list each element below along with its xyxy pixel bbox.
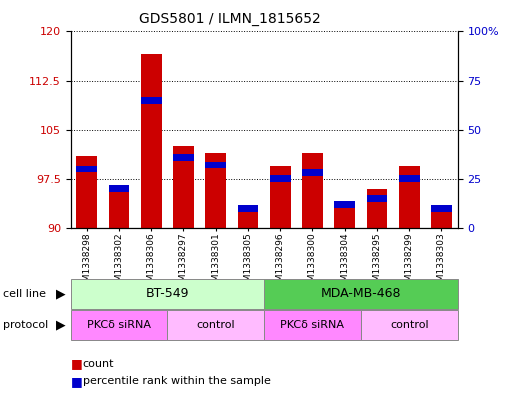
- Text: MDA-MB-468: MDA-MB-468: [321, 287, 401, 300]
- Bar: [76, 156, 97, 228]
- Bar: [302, 169, 323, 176]
- Bar: [108, 185, 130, 228]
- Bar: [205, 162, 226, 169]
- Bar: [367, 189, 388, 228]
- Bar: [367, 195, 388, 202]
- Bar: [76, 165, 97, 173]
- Bar: [302, 152, 323, 228]
- Bar: [431, 205, 452, 212]
- Bar: [167, 310, 264, 340]
- Bar: [264, 279, 458, 309]
- Text: ■: ■: [71, 375, 82, 388]
- Bar: [141, 54, 162, 228]
- Bar: [237, 205, 258, 228]
- Bar: [264, 310, 361, 340]
- Text: ▶: ▶: [56, 287, 65, 301]
- Bar: [237, 205, 258, 212]
- Bar: [71, 279, 264, 309]
- Text: PKCδ siRNA: PKCδ siRNA: [87, 320, 151, 330]
- Bar: [431, 205, 452, 228]
- Bar: [361, 310, 458, 340]
- Bar: [270, 166, 291, 228]
- Bar: [334, 201, 355, 208]
- Text: percentile rank within the sample: percentile rank within the sample: [83, 376, 270, 386]
- Bar: [173, 154, 194, 161]
- Text: control: control: [390, 320, 428, 330]
- Text: ▶: ▶: [56, 319, 65, 332]
- Text: PKCδ siRNA: PKCδ siRNA: [280, 320, 345, 330]
- Bar: [205, 152, 226, 228]
- Bar: [399, 166, 420, 228]
- Text: control: control: [197, 320, 235, 330]
- Bar: [334, 205, 355, 228]
- Bar: [173, 146, 194, 228]
- Text: BT-549: BT-549: [145, 287, 189, 300]
- Bar: [108, 185, 130, 192]
- Bar: [399, 175, 420, 182]
- Bar: [141, 97, 162, 104]
- Bar: [270, 175, 291, 182]
- Bar: [71, 310, 167, 340]
- Text: count: count: [83, 358, 114, 369]
- Text: protocol: protocol: [3, 320, 48, 331]
- Text: cell line: cell line: [3, 289, 46, 299]
- Text: ■: ■: [71, 357, 82, 370]
- Text: GDS5801 / ILMN_1815652: GDS5801 / ILMN_1815652: [139, 12, 321, 26]
